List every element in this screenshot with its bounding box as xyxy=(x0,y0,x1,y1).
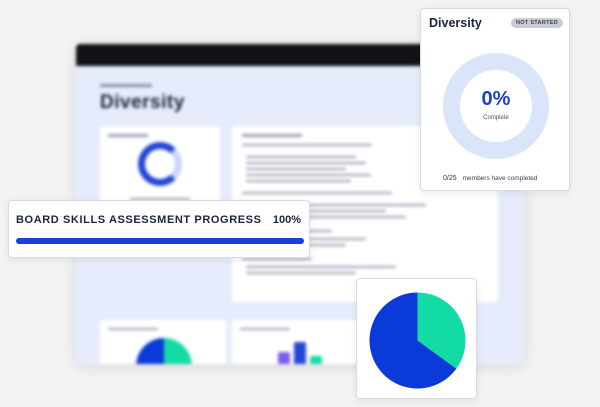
background-text-line xyxy=(246,162,366,164)
status-badge: NOT STARTED xyxy=(510,18,563,28)
background-bar xyxy=(310,356,322,364)
background-text-line xyxy=(246,210,386,212)
background-breadcrumb xyxy=(100,84,152,87)
pie-slice-1 xyxy=(369,292,457,389)
pie-slice-0 xyxy=(417,292,466,369)
progress-fill xyxy=(16,238,304,244)
background-card-caption xyxy=(130,198,190,200)
diversity-card-title: Diversity xyxy=(429,16,482,30)
members-completed-count: 0/25 xyxy=(443,175,457,182)
background-card-heading xyxy=(108,134,148,137)
donut-center: 0% Complete xyxy=(460,70,532,142)
background-text-line xyxy=(246,204,426,206)
progress-title: BOARD SKILLS ASSESSMENT PROGRESS xyxy=(16,214,262,226)
background-pie-card xyxy=(100,320,226,364)
background-card-heading xyxy=(240,328,290,330)
background-bar xyxy=(278,352,290,364)
background-text-line xyxy=(246,168,346,170)
diversity-card[interactable]: Diversity NOT STARTED 0% Complete 0/25 me… xyxy=(420,8,570,191)
completion-donut: 0% Complete xyxy=(443,53,549,159)
members-completed-text: members have completed xyxy=(462,175,538,182)
background-text-line xyxy=(242,134,302,137)
background-text-line xyxy=(246,180,351,182)
background-topbar xyxy=(76,44,524,66)
background-text-line xyxy=(246,156,356,158)
background-text-line xyxy=(246,174,371,176)
background-donut-card xyxy=(100,126,220,214)
background-card-heading xyxy=(108,328,158,330)
completion-label: Complete xyxy=(483,115,509,121)
background-text-line xyxy=(246,266,396,268)
background-text-line xyxy=(242,258,312,260)
pie-chart xyxy=(369,292,466,389)
background-page-title: Diversity xyxy=(100,92,185,113)
background-text-line xyxy=(246,216,406,218)
members-completed-summary: 0/25 members have completed xyxy=(443,175,537,182)
completion-percent: 0% xyxy=(481,88,511,110)
background-text-line xyxy=(242,192,392,194)
background-bar-card xyxy=(232,320,358,364)
background-pie xyxy=(136,338,192,364)
background-bar xyxy=(294,342,306,364)
progress-track xyxy=(16,238,304,244)
background-text-line xyxy=(242,144,372,146)
background-donut xyxy=(138,142,182,186)
pie-chart-card[interactable] xyxy=(356,278,477,399)
background-text-line xyxy=(246,272,356,274)
assessment-progress-card[interactable]: BOARD SKILLS ASSESSMENT PROGRESS 100% xyxy=(8,200,310,258)
progress-percent: 100% xyxy=(272,214,301,226)
